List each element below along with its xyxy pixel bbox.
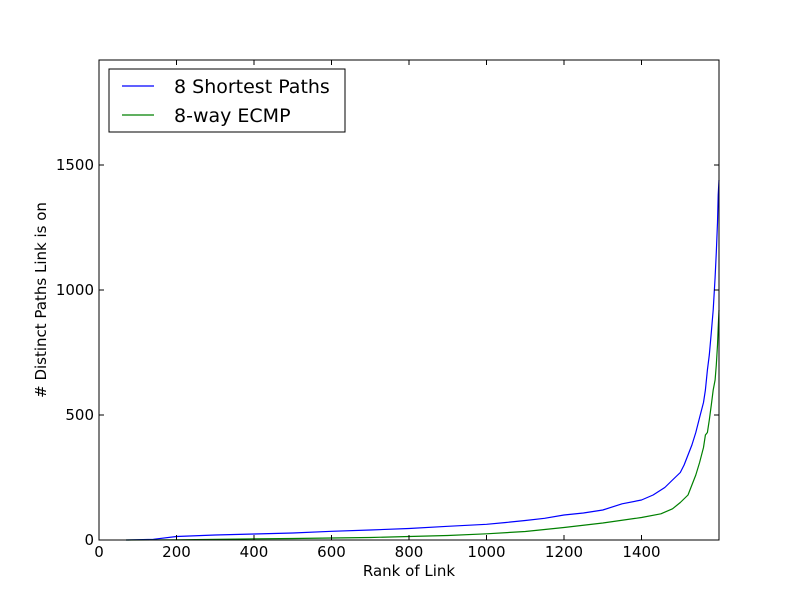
y-axis-label: # Distinct Paths Link is on	[32, 202, 50, 398]
legend-box	[108, 68, 346, 133]
y-tick-label: 0	[84, 531, 94, 549]
series-line-1	[126, 309, 720, 541]
x-tick-label: 200	[162, 543, 191, 561]
x-axis-label: Rank of Link	[363, 562, 456, 580]
x-tick-label: 600	[317, 543, 346, 561]
x-tick-label: 800	[395, 543, 424, 561]
x-tick-label: 1200	[545, 543, 583, 561]
x-tick-label: 400	[240, 543, 269, 561]
tick-layer: 0 200 400 600 800 1000 1200 1400 0 500 1000 1500	[56, 60, 719, 561]
y-tick-label: 1500	[56, 156, 94, 174]
series-layer	[126, 179, 720, 541]
legend-label-ecmp: 8-way ECMP	[174, 105, 291, 127]
plot-background	[99, 60, 719, 540]
legend-label-shortest-paths: 8 Shortest Paths	[174, 76, 330, 98]
x-tick-label: 0	[94, 543, 104, 561]
y-tick-label: 1000	[56, 281, 94, 299]
x-tick-label: 1400	[622, 543, 660, 561]
legend: 8 Shortest Paths 8-way ECMP	[108, 68, 346, 133]
x-tick-label: 1000	[467, 543, 505, 561]
series-line-0	[126, 179, 720, 541]
y-tick-label: 500	[65, 406, 94, 424]
